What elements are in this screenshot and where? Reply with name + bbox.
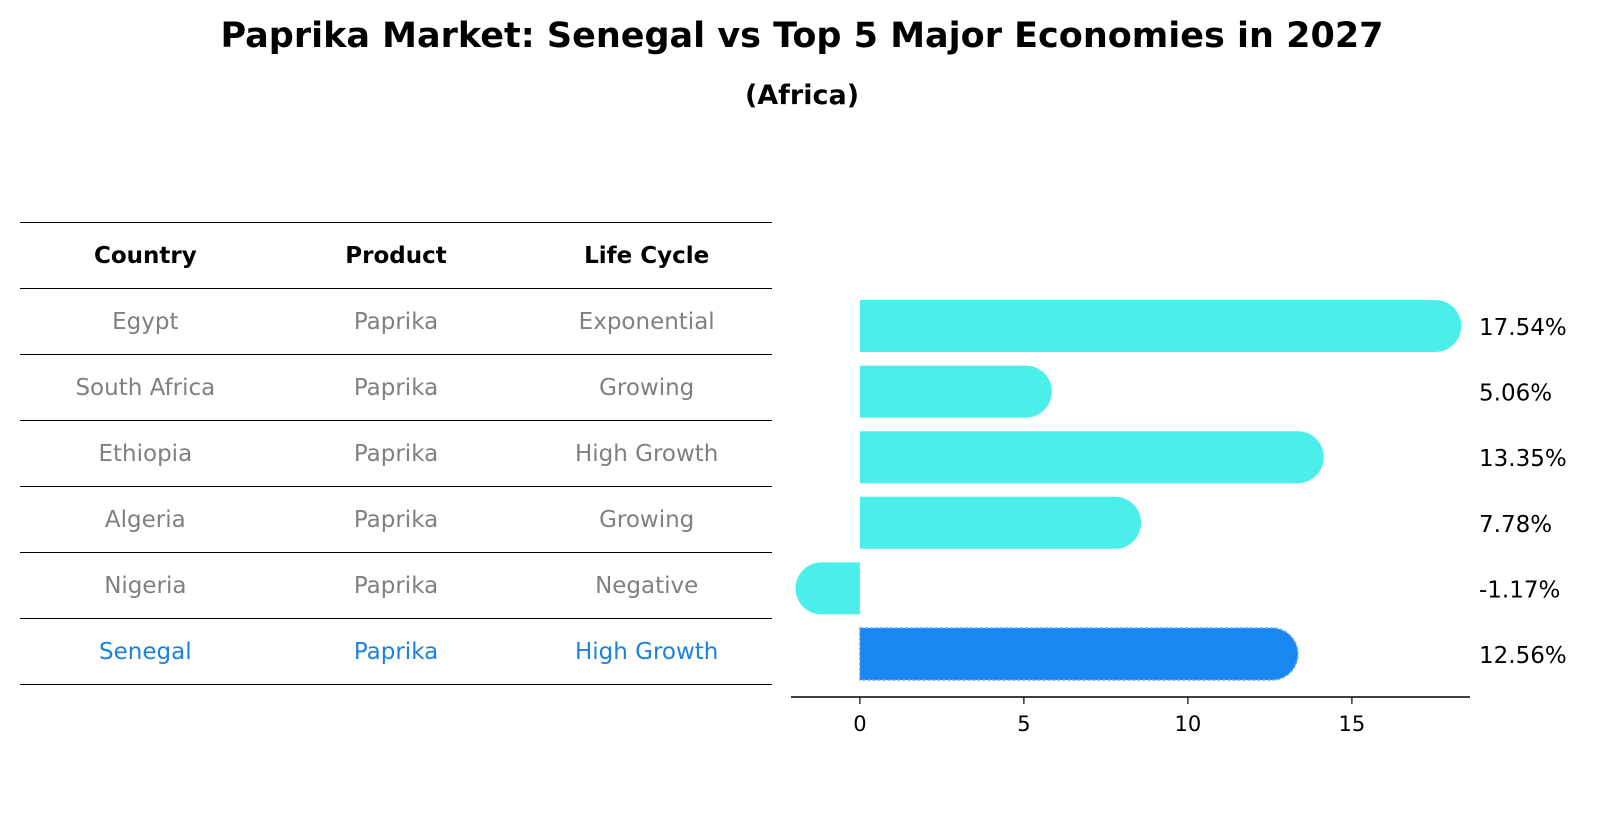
bar-highlighted	[859, 627, 1299, 681]
x-tick-label: 0	[853, 712, 866, 736]
table-row: Algeria Paprika Growing	[20, 486, 772, 552]
table-row-highlighted: Senegal Paprika High Growth	[20, 618, 772, 685]
bar	[859, 431, 1324, 484]
table-header-row: Country Product Life Cycle	[20, 222, 772, 288]
x-tick-label: 5	[1017, 712, 1030, 736]
cell-life-cycle: High Growth	[574, 440, 719, 467]
cell-product: Paprika	[353, 572, 439, 599]
cell-product: Paprika	[353, 638, 439, 665]
cell-product: Paprika	[353, 440, 439, 467]
bar	[795, 562, 860, 615]
cell-life-cycle: High Growth	[574, 638, 719, 665]
bar-value-label: -1.17%	[1479, 577, 1560, 603]
chart-title: Paprika Market: Senegal vs Top 5 Major E…	[220, 16, 1384, 56]
chart-subtitle: (Africa)	[744, 80, 860, 111]
comparison-table: Country Product Life Cycle Egypt Paprika…	[20, 222, 772, 685]
bar	[859, 496, 1142, 549]
cell-life-cycle: Growing	[599, 506, 695, 533]
bar-value-label: 12.56%	[1479, 643, 1567, 669]
cell-life-cycle: Negative	[595, 572, 699, 599]
cell-life-cycle: Exponential	[578, 308, 715, 335]
x-tick-label: 15	[1339, 712, 1366, 736]
cell-life-cycle: Growing	[599, 374, 695, 401]
bar	[859, 365, 1052, 418]
header-life-cycle: Life Cycle	[584, 242, 710, 269]
table-row: Nigeria Paprika Negative	[20, 552, 772, 618]
header-country: Country	[93, 242, 197, 269]
cell-country: Senegal	[99, 638, 192, 665]
x-tick-label: 10	[1175, 712, 1202, 736]
table-row: Ethiopia Paprika High Growth	[20, 420, 772, 486]
cell-product: Paprika	[353, 506, 439, 533]
cell-country: Ethiopia	[98, 440, 193, 467]
bar-value-label: 7.78%	[1479, 512, 1552, 538]
cell-product: Paprika	[353, 374, 439, 401]
table-row: Egypt Paprika Exponential	[20, 288, 772, 354]
bar-value-label: 13.35%	[1479, 446, 1567, 472]
cell-country: Algeria	[104, 506, 186, 533]
bar-value-label: 17.54%	[1479, 315, 1567, 341]
cell-product: Paprika	[353, 308, 439, 335]
header-product: Product	[345, 242, 447, 269]
bar	[859, 300, 1462, 352]
cell-country: Egypt	[112, 308, 179, 335]
cell-country: South Africa	[75, 374, 216, 401]
cell-country: Nigeria	[104, 572, 187, 599]
table-row: South Africa Paprika Growing	[20, 354, 772, 420]
bar-value-label: 5.06%	[1479, 381, 1552, 407]
